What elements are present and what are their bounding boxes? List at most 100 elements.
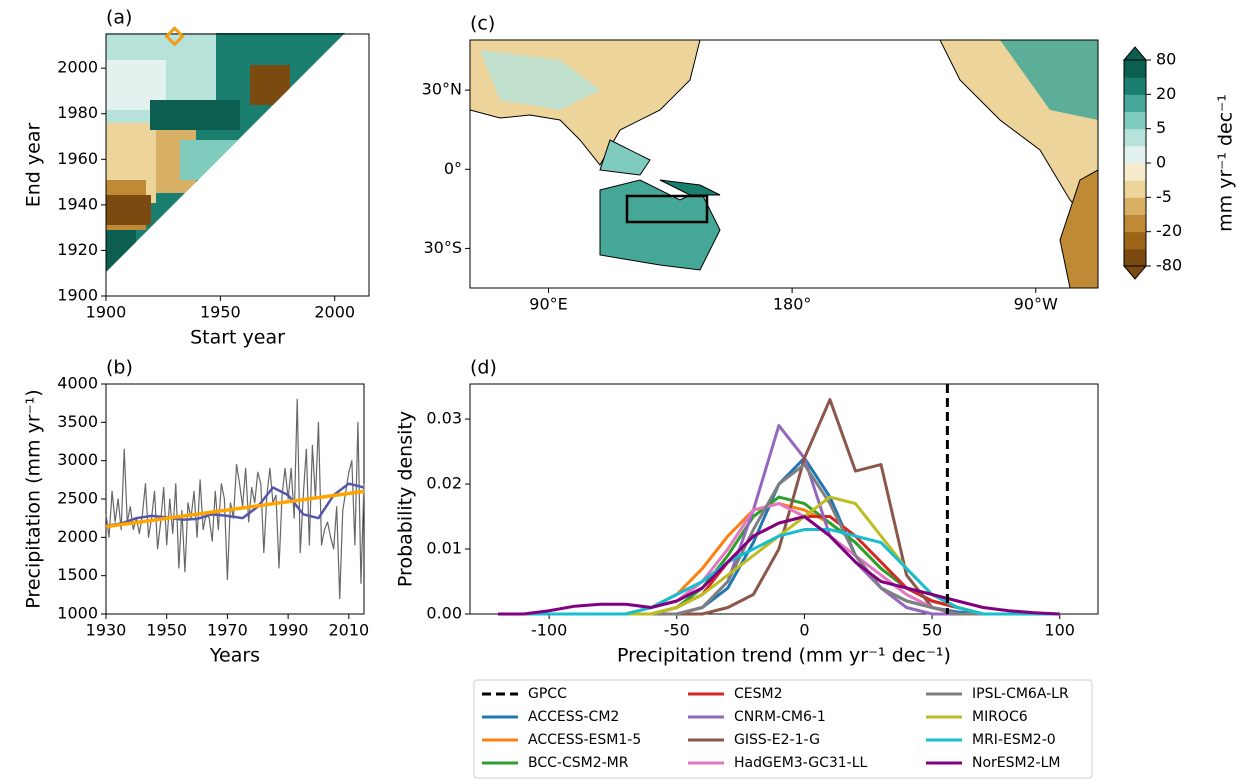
legend-label: MIROC6: [972, 709, 1028, 725]
x-tick-label: 2010: [328, 621, 369, 640]
colorbar-band: [1124, 94, 1146, 112]
legend-label: BCC-CSM2-MR: [528, 755, 629, 771]
y-tick-label: 1500: [57, 565, 98, 584]
density-curve: [498, 398, 1060, 616]
colorbar-band: [1124, 248, 1146, 267]
y-tick-label: 3500: [57, 412, 98, 431]
series-line: [105, 398, 365, 600]
y-tick-label: 2000: [57, 527, 98, 546]
density-curve: [498, 495, 1060, 616]
density-curve: [498, 528, 1060, 616]
legend-label: CESM2: [734, 686, 783, 702]
x-tick-label: 1900: [86, 303, 127, 322]
colorbar-band: [1124, 180, 1146, 198]
colorbar-band: [1124, 145, 1146, 164]
legend-label: GPCC: [528, 686, 567, 702]
x-tick-label: 1930: [86, 621, 127, 640]
panel-label: (c): [470, 13, 495, 35]
colorbar-band: [1124, 197, 1146, 215]
x-tick-label: 50: [922, 621, 942, 640]
x-tick-label: 180°: [773, 295, 812, 314]
y-tick-label: 0°: [444, 159, 462, 178]
legend-box: [473, 679, 1093, 779]
x-axis-label: Precipitation trend (mm yr⁻¹ dec⁻¹): [617, 645, 951, 667]
colorbar-band: [1124, 77, 1146, 95]
y-tick-label: 1900: [57, 286, 98, 305]
y-tick-label: 0.03: [426, 409, 462, 428]
density-curve: [498, 495, 1060, 616]
legend-label: ACCESS-ESM1-5: [528, 732, 641, 748]
colorbar-tick-label: 20: [1156, 84, 1176, 103]
legend-label: IPSL-CM6A-LR: [972, 686, 1069, 702]
colorbar-band: [1124, 163, 1146, 181]
legend-label: ACCESS-CM2: [528, 709, 619, 725]
series-line: [105, 489, 365, 529]
y-tick-label: 2000: [57, 58, 98, 77]
x-tick-label: 1950: [146, 621, 187, 640]
x-tick-label: 0: [799, 621, 809, 640]
density-curve: [498, 515, 1060, 616]
legend-label: CNRM-CM6-1: [734, 709, 826, 725]
panel-label: (b): [106, 357, 133, 379]
colorbar-band: [1124, 214, 1146, 233]
y-tick-label: 0.02: [426, 474, 462, 493]
colorbar-tick-label: 5: [1156, 118, 1166, 137]
x-tick-label: 1950: [200, 303, 241, 322]
density-curve: [498, 502, 1060, 616]
colorbar-extend: [1122, 46, 1148, 61]
x-axis-label: Years: [209, 645, 260, 667]
density-curve: [498, 424, 1060, 616]
x-tick-label: 2000: [314, 303, 355, 322]
x-tick-label: 1990: [268, 621, 309, 640]
y-tick-label: 2500: [57, 489, 98, 508]
panel-label: (d): [470, 357, 497, 379]
colorbar-tick-label: -5: [1156, 187, 1172, 206]
y-tick-label: 1920: [57, 240, 98, 259]
x-tick-label: -100: [531, 621, 567, 640]
axes-frame: [469, 383, 1099, 615]
colorbar-band: [1124, 231, 1146, 250]
y-axis-label: Probability density: [395, 411, 417, 587]
panel-label: (a): [106, 7, 132, 29]
series-line: [105, 482, 365, 528]
y-tick-label: 1940: [57, 194, 98, 213]
y-tick-label: 4000: [57, 374, 98, 393]
y-tick-label: 3000: [57, 450, 98, 469]
y-tick-label: 1980: [57, 103, 98, 122]
y-axis-label: Precipitation (mm yr⁻¹): [23, 389, 45, 608]
x-tick-label: -50: [664, 621, 690, 640]
density-curve: [498, 515, 1060, 616]
y-tick-label: 30°S: [423, 238, 462, 257]
colorbar-extend: [1122, 265, 1148, 280]
y-tick-label: 30°N: [422, 80, 462, 99]
x-tick-label: 90°W: [1014, 295, 1058, 314]
y-tick-label: 1960: [57, 149, 98, 168]
x-tick-label: 100: [1044, 621, 1075, 640]
density-curve: [498, 463, 1060, 616]
y-tick-label: 1000: [57, 604, 98, 623]
x-axis-label: Start year: [190, 327, 285, 349]
heatmap-field: [106, 33, 345, 272]
axes-frame: [105, 33, 370, 297]
legend-label: MRI-ESM2-0: [972, 732, 1056, 748]
colorbar-tick-label: -20: [1156, 221, 1182, 240]
colorbar-tick-label: -80: [1156, 256, 1182, 275]
x-tick-label: 1970: [207, 621, 248, 640]
marker: [164, 26, 185, 47]
map-frame: [469, 39, 1099, 289]
y-axis-label: End year: [23, 123, 45, 208]
colorbar-label: mm yr⁻¹ dec⁻¹: [1215, 94, 1237, 232]
y-tick-label: 0.00: [426, 604, 462, 623]
legend-label: HadGEM3-GC31-LL: [734, 755, 868, 771]
colorbar-tick-label: 0: [1156, 153, 1166, 172]
colorbar-band: [1124, 111, 1146, 130]
colorbar-band: [1124, 128, 1146, 147]
y-tick-label: 0.01: [426, 539, 462, 558]
map-field: [470, 40, 1098, 288]
x-tick-label: 90°E: [529, 295, 567, 314]
colorbar-tick-label: 80: [1156, 50, 1176, 69]
density-curve: [498, 502, 1060, 616]
legend-label: NorESM2-LM: [972, 755, 1060, 771]
legend-label: GISS-E2-1-G: [734, 732, 820, 748]
